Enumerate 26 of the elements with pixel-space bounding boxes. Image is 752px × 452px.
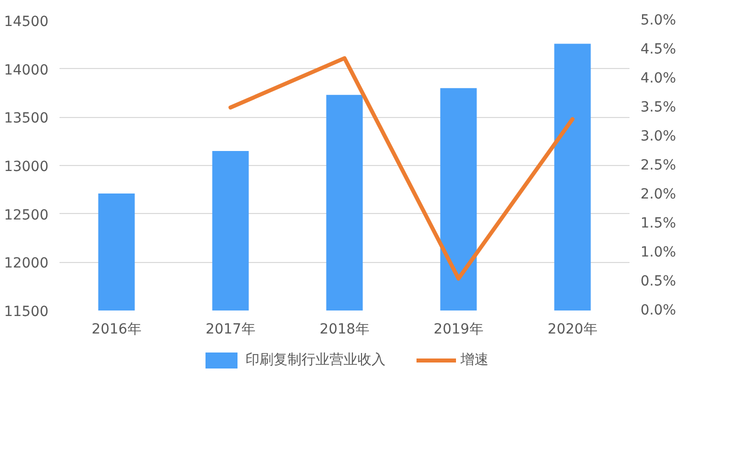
y-tick-label: 14000	[4, 62, 49, 78]
y2-tick-label: 4.5%	[640, 42, 676, 58]
y-tick-label: 14500	[4, 14, 49, 30]
y2-tick-label: 5.0%	[640, 12, 676, 28]
y2-tick-label: 1.0%	[640, 244, 676, 260]
x-tick-label: 2020年	[548, 322, 598, 338]
legend-label: 印刷复制行业营业收入	[246, 351, 386, 369]
y2-tick-label: 4.0%	[640, 70, 676, 86]
y-tick-label: 13500	[4, 110, 49, 127]
y2-tick-label: 1.5%	[640, 216, 676, 232]
x-tick-label: 2017年	[206, 322, 256, 338]
y-tick-label: 12500	[4, 207, 49, 224]
legend-label: 增速	[460, 351, 488, 369]
x-tick-label: 2018年	[320, 322, 370, 338]
y2-tick-label: 2.5%	[640, 158, 676, 174]
y2-tick-label: 0.5%	[640, 274, 676, 290]
line-series	[228, 56, 574, 281]
y-tick-label: 13000	[4, 159, 49, 175]
y2-tick-label: 3.5%	[640, 100, 676, 116]
y2-tick-label: 0.0%	[640, 302, 676, 318]
y2-tick-label: 3.0%	[640, 128, 676, 144]
y-tick-label: 11500	[4, 304, 49, 320]
x-tick-label: 2016年	[92, 322, 142, 338]
x-tick-label: 2019年	[434, 322, 484, 338]
y-tick-label: 12000	[4, 256, 49, 272]
y2-tick-label: 2.0%	[640, 186, 676, 202]
